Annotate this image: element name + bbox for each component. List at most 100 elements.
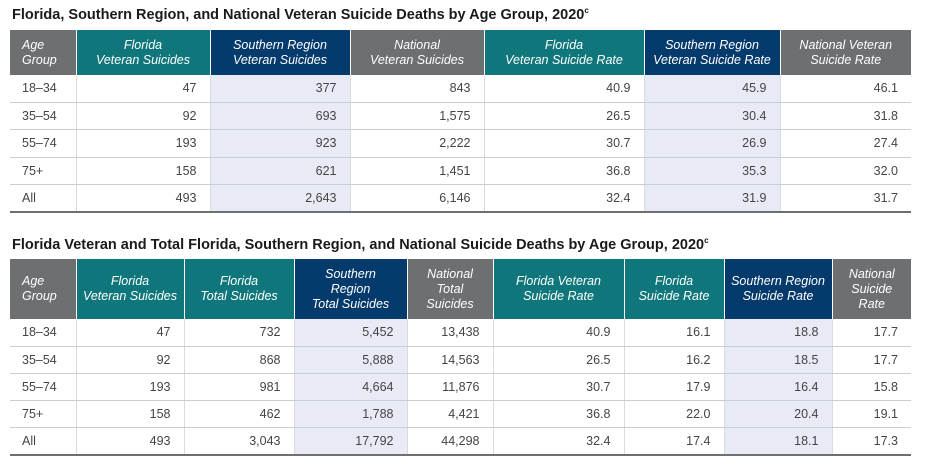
- column-header-line: Veteran Suicides: [82, 289, 178, 303]
- column-header-line: National: [848, 266, 895, 281]
- table-row: All 493 3,043 17,792 44,298 32.4 17.4 18.1 17.3: [10, 427, 911, 456]
- table-cell: 2,222: [350, 129, 485, 158]
- row-label-cell: 18–34: [10, 319, 77, 347]
- column-header-line: Southern: [325, 266, 376, 281]
- table2-title-footnote: c: [704, 236, 709, 245]
- table-cell: 35.3: [644, 157, 781, 186]
- table-cell: 193: [76, 373, 185, 402]
- table2-column-header: Southern Region Total Suicides: [294, 259, 408, 319]
- table1-column-header: Florida Veteran Suicides: [76, 30, 211, 75]
- table2-column-header: Southern Region Suicide Rate: [724, 259, 833, 319]
- table-cell: 868: [184, 346, 295, 374]
- table2-column-header: National Total Suicides: [407, 259, 494, 319]
- table-row: 18–34 47 377 843 40.9 45.9 46.1: [10, 75, 911, 103]
- table1-title: Florida, Southern Region, and National V…: [12, 6, 589, 23]
- table-cell: 32.4: [484, 184, 645, 213]
- table-cell: 17.7: [832, 346, 911, 374]
- table2-column-header: Age Group: [10, 259, 77, 319]
- column-header-line: Southern Region: [665, 37, 759, 52]
- table-cell: 36.8: [484, 157, 645, 186]
- table-cell: 40.9: [493, 319, 625, 347]
- table2: Age Group Florida Veteran Suicides Florida To…: [10, 259, 911, 456]
- table1-column-header: National Veteran Suicides: [350, 30, 485, 75]
- column-header-line: Veteran Suicides: [232, 52, 328, 67]
- table-cell: 18.1: [724, 427, 833, 456]
- column-header-line: Veteran Suicide Rate: [505, 52, 623, 67]
- column-header-line: Suicide Rate: [638, 289, 710, 303]
- table-cell: 732: [184, 319, 295, 347]
- table1-title-text: Florida, Southern Region, and National V…: [12, 7, 585, 23]
- table-cell: 32.0: [780, 157, 911, 186]
- table-cell: 30.7: [484, 129, 645, 158]
- table1-header-row: Age Group Florida Veteran Suicides Southern …: [10, 30, 911, 75]
- table-cell: 26.5: [484, 102, 645, 131]
- table-row: 75+ 158 621 1,451 36.8 35.3 32.0: [10, 157, 911, 186]
- table-cell: 11,876: [407, 373, 494, 402]
- column-header-line: Florida: [654, 274, 694, 288]
- table-cell: 45.9: [644, 75, 781, 103]
- column-header-line: Southern Region: [233, 37, 327, 52]
- table-cell: 6,146: [350, 184, 485, 213]
- table-cell: 4,664: [294, 373, 408, 402]
- column-header-line: National: [394, 37, 440, 52]
- column-header-line: Suicide Rate: [851, 281, 893, 311]
- column-header-line: National Veteran: [799, 37, 893, 52]
- table-cell: 19.1: [832, 400, 911, 429]
- column-header-line: Total Suicides: [200, 289, 278, 303]
- table-cell: 46.1: [780, 75, 911, 103]
- table2-column-header: Florida Veteran Suicide Rate: [493, 259, 625, 319]
- table-cell: 31.9: [644, 184, 781, 213]
- column-header-line: Florida: [219, 274, 259, 288]
- table-cell: 31.8: [780, 102, 911, 131]
- column-header-line: Age: [22, 37, 45, 52]
- table-cell: 17.4: [624, 427, 725, 456]
- table-row: 55–74 193 981 4,664 11,876 30.7 17.9 16.4 15.8: [10, 373, 911, 402]
- table-cell: 26.5: [493, 346, 625, 374]
- row-label-cell: 55–74: [10, 129, 77, 158]
- table1-column-header: Southern Region Veteran Suicide Rate: [644, 30, 781, 75]
- table-cell: 27.4: [780, 129, 911, 158]
- table-cell: 47: [76, 75, 211, 103]
- table1-title-footnote: c: [584, 6, 589, 15]
- column-header-line: Age: [22, 274, 45, 288]
- column-header-line: Florida Veteran: [516, 274, 601, 288]
- table1-column-header: Florida Veteran Suicide Rate: [484, 30, 645, 75]
- column-header-line: Veteran Suicides: [369, 52, 465, 67]
- column-header-line: Veteran Suicide Rate: [653, 52, 771, 67]
- table-cell: 5,888: [294, 346, 408, 374]
- row-label-cell: 18–34: [10, 75, 77, 103]
- column-header-line: Florida: [110, 274, 150, 288]
- table-cell: 16.2: [624, 346, 725, 374]
- table1: Age Group Florida Veteran Suicides Southern …: [10, 30, 911, 213]
- row-label-cell: All: [10, 184, 77, 213]
- table-cell: 18.8: [724, 319, 833, 347]
- table-row: 35–54 92 693 1,575 26.5 30.4 31.8: [10, 102, 911, 131]
- table-cell: 462: [184, 400, 295, 429]
- table-cell: 843: [350, 75, 485, 103]
- table2-title: Florida Veteran and Total Florida, South…: [12, 236, 709, 253]
- row-label-cell: All: [10, 427, 77, 456]
- table-cell: 17.7: [832, 319, 911, 347]
- table-cell: 158: [76, 400, 185, 429]
- table-cell: 1,788: [294, 400, 408, 429]
- table-cell: 31.7: [780, 184, 911, 213]
- table-cell: 3,043: [184, 427, 295, 456]
- column-header-line: Suicide Rate: [810, 52, 882, 67]
- table-cell: 158: [76, 157, 211, 186]
- row-label-cell: 75+: [10, 157, 77, 186]
- table2-column-header: National Suicide Rate: [832, 259, 911, 319]
- table-cell: 92: [76, 102, 211, 131]
- table-cell: 693: [210, 102, 351, 131]
- table-cell: 17.9: [624, 373, 725, 402]
- column-header-line: National: [427, 266, 473, 281]
- column-header-line: Southern Region: [731, 274, 825, 288]
- table-cell: 22.0: [624, 400, 725, 429]
- row-label-cell: 55–74: [10, 373, 77, 402]
- table2-column-header: Florida Suicide Rate: [624, 259, 725, 319]
- table-row: 18–34 47 732 5,452 13,438 40.9 16.1 18.8 17.7: [10, 319, 911, 347]
- table-cell: 2,643: [210, 184, 351, 213]
- table-cell: 923: [210, 129, 351, 158]
- table-cell: 981: [184, 373, 295, 402]
- column-header-line: Region: [330, 281, 371, 296]
- table-row: All 493 2,643 6,146 32.4 31.9 31.7: [10, 184, 911, 213]
